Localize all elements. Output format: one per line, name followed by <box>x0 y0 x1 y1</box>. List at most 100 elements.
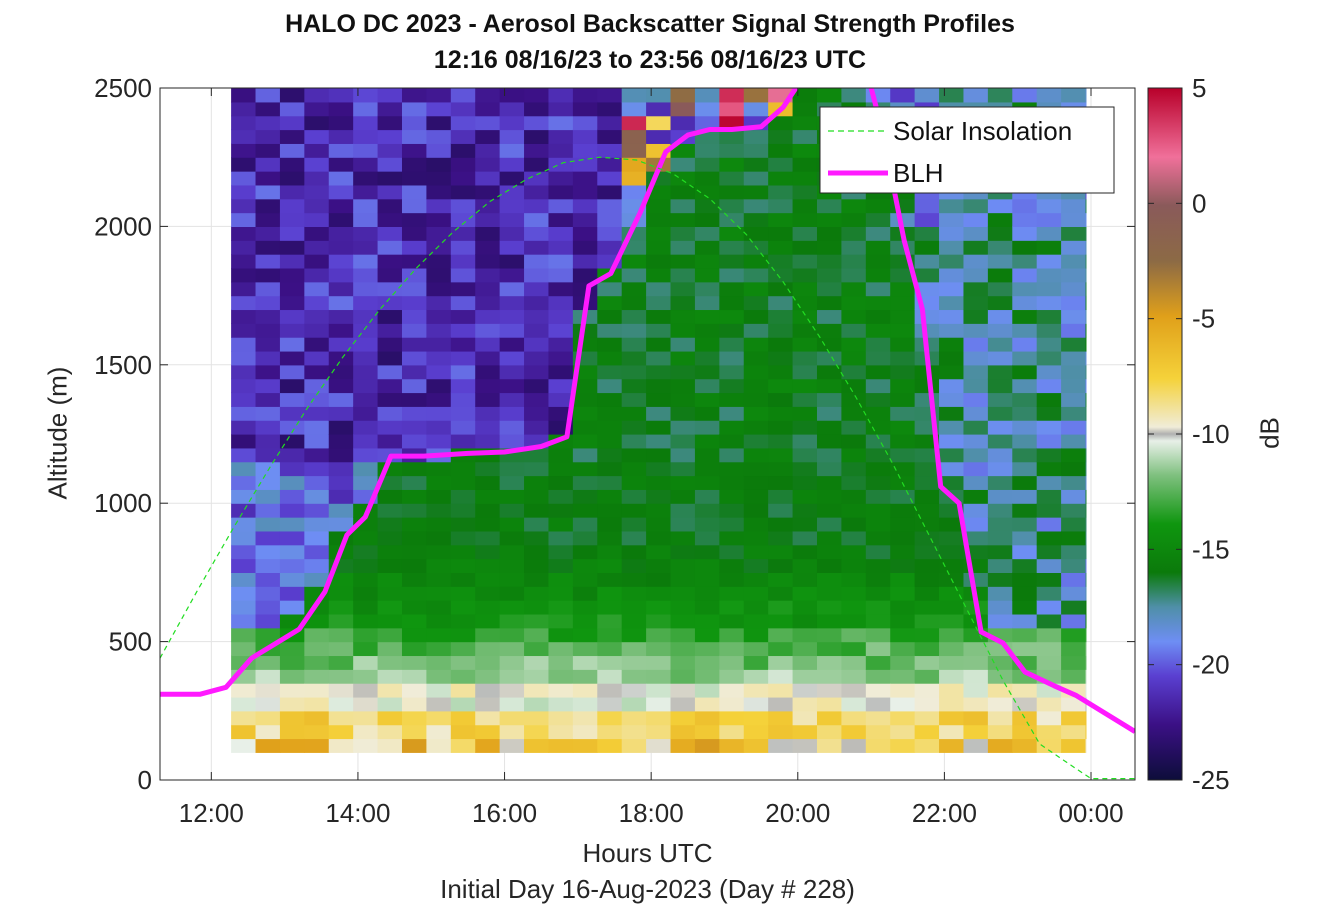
heatmap-cell <box>1061 503 1087 518</box>
heatmap-cell <box>743 461 769 477</box>
heatmap-cell <box>987 406 1013 421</box>
heatmap-cell <box>1036 378 1062 394</box>
heatmap-cell <box>304 696 330 712</box>
heatmap-cell <box>231 212 257 227</box>
heatmap-cell <box>377 724 403 740</box>
heatmap-cell <box>719 696 745 712</box>
heatmap-cell <box>1085 406 1087 421</box>
heatmap-cell <box>572 378 598 394</box>
heatmap-cell <box>548 212 574 227</box>
heatmap-cell <box>475 420 501 435</box>
heatmap-cell <box>841 641 867 657</box>
heatmap-cell <box>353 323 379 338</box>
heatmap-cell <box>792 378 818 394</box>
heatmap-cell <box>499 157 525 172</box>
heatmap-cell <box>231 323 257 338</box>
heatmap-cell <box>841 600 867 615</box>
heatmap-cell <box>572 669 598 684</box>
heatmap-cell <box>646 281 672 297</box>
heatmap-cell <box>450 295 476 311</box>
heatmap-cell <box>548 641 574 657</box>
heatmap-cell <box>524 309 550 324</box>
heatmap-cell <box>328 517 354 532</box>
heatmap-cell <box>939 364 965 380</box>
heatmap-cell <box>646 600 672 615</box>
heatmap-cell <box>841 475 867 490</box>
heatmap-cell <box>597 378 623 394</box>
heatmap-cell <box>816 517 843 532</box>
heatmap-cell <box>450 434 476 449</box>
heatmap-cell <box>548 586 574 601</box>
heatmap-cell <box>670 572 696 587</box>
heatmap-cell <box>890 627 916 643</box>
heatmap-cell <box>255 378 281 394</box>
heatmap-cell <box>646 503 672 518</box>
heatmap-cell <box>1012 724 1038 740</box>
heatmap-cell <box>1085 475 1087 490</box>
heatmap-cell <box>1012 475 1038 490</box>
heatmap-cell <box>768 613 794 629</box>
heatmap-cell <box>548 724 574 740</box>
heatmap-cell <box>646 447 672 463</box>
heatmap-cell <box>353 350 379 366</box>
heatmap-cell <box>328 724 354 740</box>
heatmap-cell <box>1012 544 1038 560</box>
heatmap-cell <box>865 613 891 629</box>
heatmap-cell <box>401 461 428 477</box>
heatmap-cell <box>719 254 745 269</box>
y-tick-label: 1500 <box>94 350 152 380</box>
heatmap-cell <box>499 710 525 726</box>
heatmap-cell <box>1061 295 1087 311</box>
heatmap-cell <box>548 115 574 131</box>
heatmap-cell <box>597 198 623 214</box>
heatmap-cell <box>1061 240 1087 255</box>
heatmap-cell <box>475 613 501 629</box>
heatmap-cell <box>743 378 769 394</box>
heatmap-cell <box>401 115 428 131</box>
heatmap-cell <box>475 406 501 421</box>
heatmap-cell <box>792 198 818 214</box>
heatmap-cell <box>572 212 598 227</box>
heatmap-cell <box>353 212 379 227</box>
heatmap-cell <box>401 475 428 490</box>
heatmap-cell <box>841 323 867 338</box>
heatmap-cell <box>524 143 550 158</box>
heatmap-cell <box>1036 281 1062 297</box>
heatmap-cell <box>597 600 623 615</box>
heatmap-cell <box>279 586 305 601</box>
heatmap-cell <box>621 184 647 200</box>
heatmap-cell <box>816 613 843 629</box>
heatmap-cell <box>670 240 696 255</box>
heatmap-cell <box>1061 406 1087 421</box>
heatmap-cell <box>524 267 550 283</box>
heatmap-cell <box>743 738 769 753</box>
heatmap-cell <box>743 489 769 504</box>
heatmap-cell <box>231 88 257 103</box>
heatmap-cell <box>304 281 330 297</box>
heatmap-cell <box>426 184 452 200</box>
heatmap-cell <box>1036 392 1062 407</box>
heatmap-cell <box>255 447 281 463</box>
heatmap-cell <box>426 226 452 241</box>
heatmap-cell <box>450 392 476 407</box>
heatmap-cell <box>255 434 281 449</box>
heatmap-cell <box>914 517 940 532</box>
heatmap-cell <box>597 489 623 504</box>
heatmap-cell <box>1085 738 1087 753</box>
heatmap-cell <box>939 475 965 490</box>
heatmap-cell <box>548 461 574 477</box>
heatmap-cell <box>1012 406 1038 421</box>
heatmap-cell <box>279 267 305 283</box>
heatmap-cell <box>304 350 330 366</box>
heatmap-cell <box>670 254 696 269</box>
heatmap-cell <box>987 281 1013 297</box>
heatmap-cell <box>694 171 720 186</box>
heatmap-cell <box>987 434 1013 449</box>
heatmap-cell <box>450 420 476 435</box>
heatmap-cell <box>890 378 916 394</box>
y-tick-label: 500 <box>109 627 152 657</box>
heatmap-cell <box>841 586 867 601</box>
heatmap-cell <box>621 281 647 297</box>
heatmap-cell <box>768 683 794 698</box>
heatmap-cell <box>963 738 989 753</box>
